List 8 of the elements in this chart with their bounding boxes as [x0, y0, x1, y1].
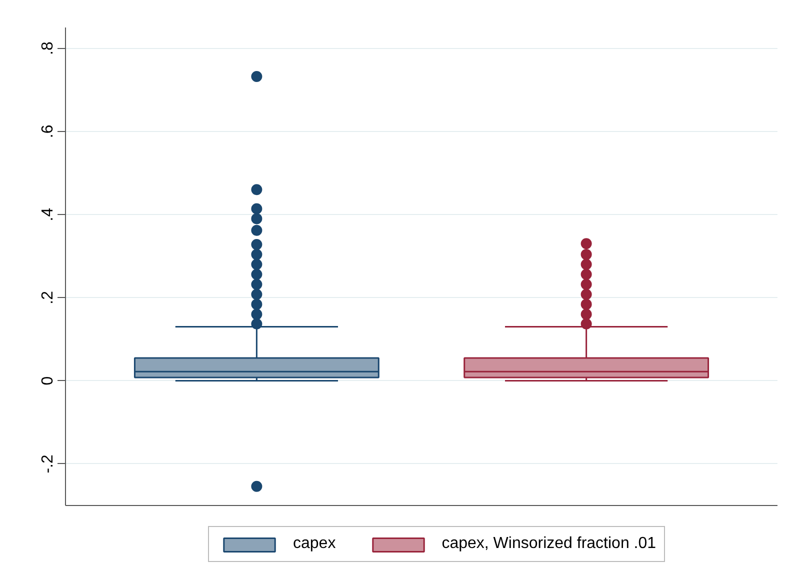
- y-tick-label: .6: [40, 124, 56, 138]
- legend-label: capex, Winsorized fraction .01: [442, 535, 656, 553]
- y-tick-label: 0: [40, 376, 56, 386]
- legend-label: capex: [293, 535, 336, 553]
- y-tick-label: -.2: [40, 454, 56, 474]
- y-tick-label: .8: [40, 42, 56, 55]
- y-tick-label: .4: [40, 208, 56, 222]
- y-tick-label: .2: [40, 290, 56, 304]
